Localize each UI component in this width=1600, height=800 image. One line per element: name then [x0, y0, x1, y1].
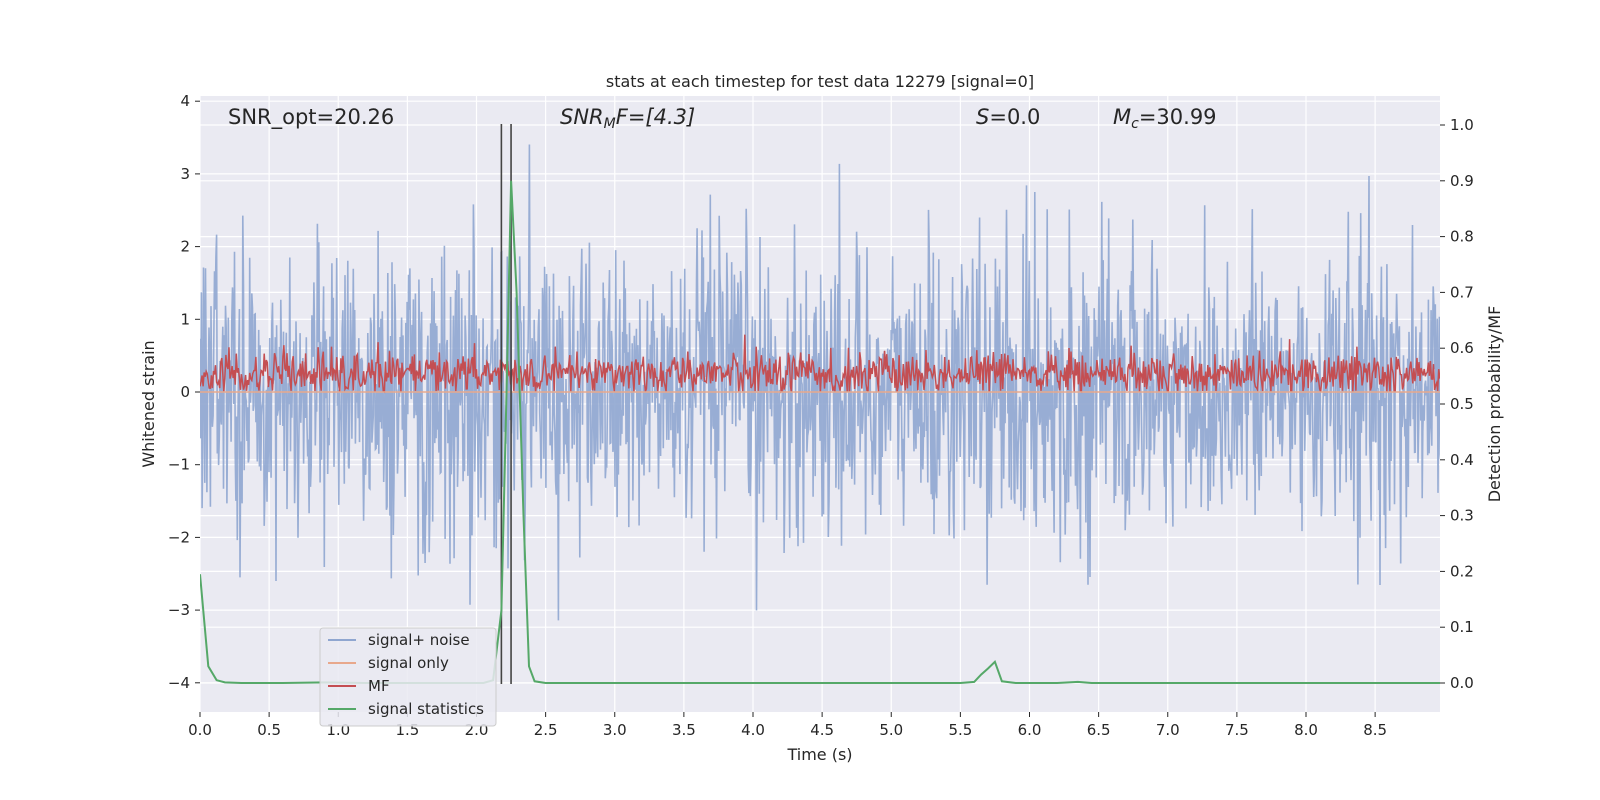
y-right-tick-label: 0.5 — [1450, 395, 1474, 413]
legend-box — [319, 627, 497, 727]
legend: signal+ noise signal only MF signal stat… — [319, 627, 497, 727]
y-left-tick-label: −4 — [168, 674, 190, 692]
y-right-axis-label: Detection probability/MF — [1485, 306, 1504, 503]
x-tick-label: 7.0 — [1156, 721, 1180, 739]
x-axis-label: Time (s) — [786, 745, 852, 764]
y-left-tick-label: −3 — [168, 601, 190, 619]
chart-title: stats at each timestep for test data 122… — [606, 72, 1034, 91]
mc-base: M — [1113, 105, 1131, 129]
annotation-s: S=0.0 — [976, 105, 1040, 129]
mc-sub: c — [1131, 116, 1139, 132]
y-right-tick-label: 0.2 — [1450, 562, 1474, 580]
y-right-tick-label: 0.6 — [1450, 339, 1474, 357]
annotation-mc: Mc=30.99 — [1113, 105, 1217, 132]
legend-label-signal-only: signal only — [368, 654, 449, 672]
y-left-tick-label: 2 — [180, 238, 190, 256]
y-left-tick-label: −1 — [168, 456, 190, 474]
y-left-axis-label: Whitened strain — [139, 340, 158, 467]
x-tick-label: 8.0 — [1294, 721, 1318, 739]
y-right-tick-label: 0.7 — [1450, 283, 1474, 301]
y-left-tick-label: 0 — [180, 383, 190, 401]
x-tick-label: 8.5 — [1363, 721, 1387, 739]
y-right-tick-label: 0.8 — [1450, 228, 1474, 246]
x-tick-label: 0.5 — [257, 721, 281, 739]
x-tick-label: 3.0 — [603, 721, 627, 739]
snr-mf-base: SNR — [560, 105, 604, 129]
x-tick-label: 4.0 — [741, 721, 765, 739]
mc-rest: =30.99 — [1139, 105, 1217, 129]
legend-label-mf: MF — [368, 677, 390, 695]
s-rest: =0.0 — [989, 105, 1040, 129]
snr-mf-rest: F=[4.3] — [616, 105, 695, 129]
snr-mf-sub: M — [604, 116, 616, 132]
x-tick-label: 5.0 — [879, 721, 903, 739]
x-tick-label: 2.5 — [534, 721, 558, 739]
legend-label-signal-noise: signal+ noise — [368, 631, 470, 649]
y-right-tick-label: 0.9 — [1450, 172, 1474, 190]
y-left-tick-label: 1 — [180, 310, 190, 328]
y-right-tick-label: 0.0 — [1450, 674, 1474, 692]
y-right-tick-label: 0.1 — [1450, 618, 1474, 636]
y-right-axis-ticks: 1.0 0.9 0.8 0.7 0.6 0.5 0.4 0.3 0.2 0.1 0.0 — [1440, 116, 1474, 692]
x-tick-label: 3.5 — [672, 721, 696, 739]
mf-line — [200, 334, 1440, 394]
x-tick-label: 6.0 — [1018, 721, 1042, 739]
series-mf — [200, 334, 1440, 394]
y-left-tick-label: 4 — [180, 92, 190, 110]
annotation-snr-mf: SNRMF=[4.3] — [560, 105, 695, 132]
s-italic: S — [976, 105, 989, 129]
x-tick-label: 7.5 — [1225, 721, 1249, 739]
y-left-tick-label: −2 — [168, 528, 190, 546]
series-signal-noise — [200, 144, 1440, 621]
x-tick-label: 6.5 — [1087, 721, 1111, 739]
signal-noise-line — [200, 144, 1440, 621]
y-right-tick-label: 0.4 — [1450, 451, 1474, 469]
x-tick-label: 4.5 — [810, 721, 834, 739]
legend-label-signal-statistics: signal statistics — [368, 700, 484, 718]
x-axis-ticks: 0.0 0.5 1.0 1.5 2.0 2.5 3.0 3.5 4.0 4.5 5.0 5.5 6.0 6… — [188, 712, 1387, 739]
x-tick-label: 5.5 — [948, 721, 972, 739]
annotation-snr-opt: SNR_opt=20.26 — [228, 105, 394, 130]
y-right-tick-label: 1.0 — [1450, 116, 1474, 134]
y-left-tick-label: 3 — [180, 165, 190, 183]
y-right-tick-label: 0.3 — [1450, 507, 1474, 525]
x-tick-label: 0.0 — [188, 721, 212, 739]
y-left-axis-ticks: 4 3 2 1 0 −1 −2 −3 −4 — [168, 92, 200, 692]
